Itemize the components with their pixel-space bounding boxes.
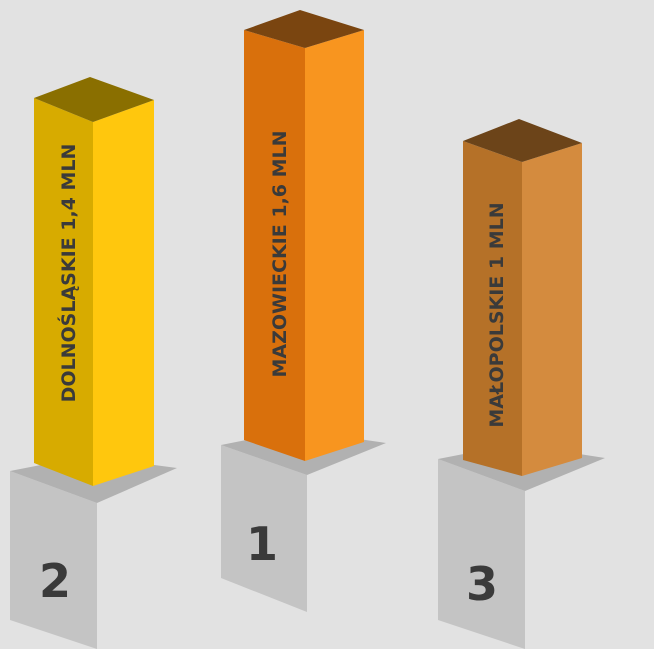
bar-side-dolnoslaskie [93, 100, 154, 486]
bar-label-dolnoslaskie: DOLNOŚLĄSKIE 1,4 MLN [56, 144, 80, 403]
bar-label-mazowieckie: MAZOWIECKIE 1,6 MLN [269, 130, 291, 377]
rank-label-3: 3 [466, 557, 498, 611]
pedestal-front [221, 445, 307, 612]
rank-label-2: 2 [39, 554, 71, 608]
bar-top-dolnoslaskie [34, 77, 154, 122]
bar-top-malopolskie [463, 119, 582, 162]
bar-side-malopolskie [522, 143, 582, 476]
podium-group-dolnoslaskie: DOLNOŚLĄSKIE 1,4 MLN 2 [10, 77, 177, 649]
bar-front-dolnoslaskie [34, 98, 93, 486]
podium-group-malopolskie: MAŁOPOLSKIE 1 MLN 3 [438, 119, 605, 649]
bar-top-mazowieckie [244, 10, 364, 48]
bar-front-mazowieckie [244, 30, 305, 461]
rank-label-1: 1 [246, 517, 278, 571]
pedestal-front [438, 459, 525, 649]
bar-label-malopolskie: MAŁOPOLSKIE 1 MLN [486, 202, 508, 427]
pedestal-front [10, 471, 97, 649]
bar-front-malopolskie [463, 141, 522, 476]
bar-side-mazowieckie [305, 30, 364, 461]
podium-group-mazowieckie: MAZOWIECKIE 1,6 MLN 1 [221, 10, 386, 612]
